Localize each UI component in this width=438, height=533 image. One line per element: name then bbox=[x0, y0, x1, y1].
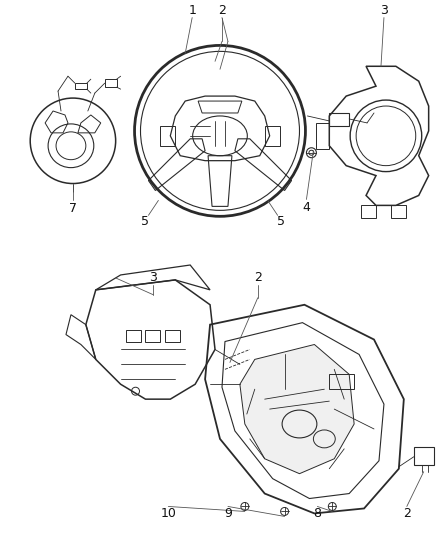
Text: 7: 7 bbox=[69, 202, 77, 215]
Text: 10: 10 bbox=[160, 507, 176, 520]
Text: 2: 2 bbox=[403, 507, 411, 520]
Polygon shape bbox=[240, 344, 354, 474]
Text: 5: 5 bbox=[277, 215, 285, 228]
Text: 1: 1 bbox=[188, 4, 196, 17]
Text: 4: 4 bbox=[303, 201, 311, 214]
Text: 9: 9 bbox=[224, 507, 232, 520]
Text: 2: 2 bbox=[218, 4, 226, 17]
Text: 8: 8 bbox=[313, 507, 321, 520]
Text: 5: 5 bbox=[141, 215, 149, 228]
Text: 3: 3 bbox=[149, 271, 157, 285]
Text: 3: 3 bbox=[380, 4, 388, 17]
Text: 2: 2 bbox=[254, 271, 261, 285]
